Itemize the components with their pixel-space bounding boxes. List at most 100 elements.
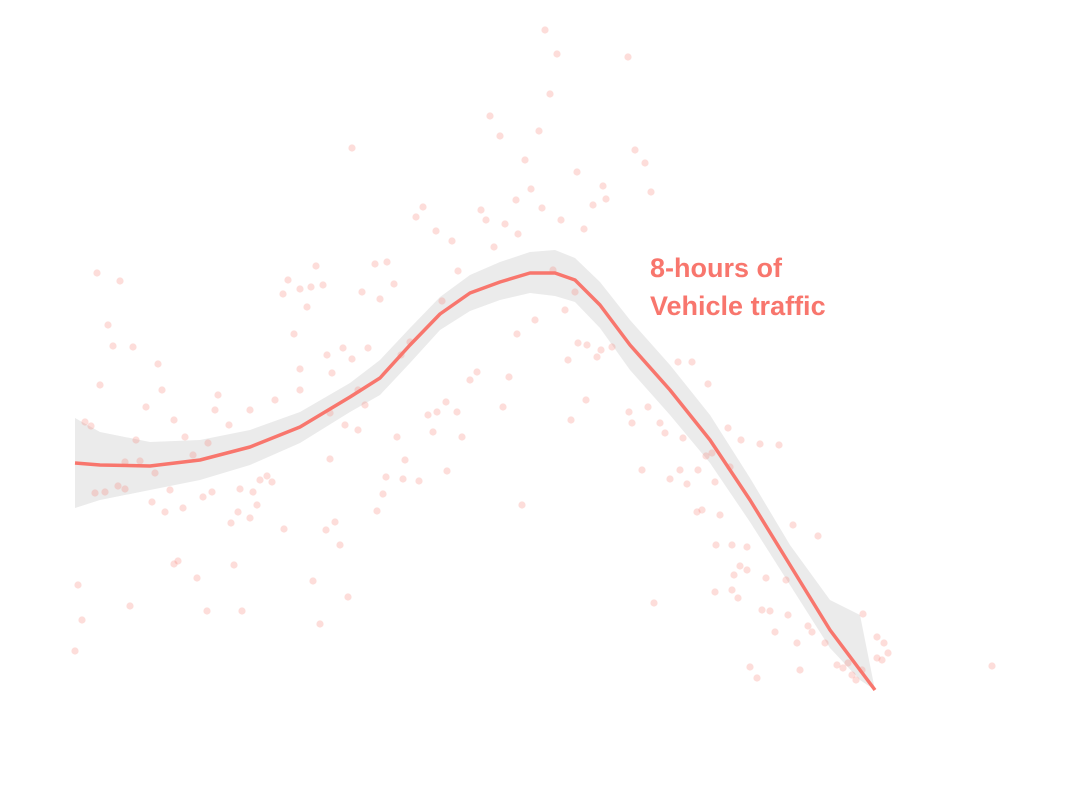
point — [743, 566, 751, 574]
point — [466, 376, 474, 384]
point — [393, 433, 401, 441]
point — [782, 576, 790, 584]
point — [518, 501, 526, 509]
point — [661, 429, 669, 437]
point — [641, 159, 649, 167]
point — [712, 541, 720, 549]
point — [126, 602, 134, 610]
point — [424, 411, 432, 419]
point — [521, 156, 529, 164]
point — [666, 475, 674, 483]
point — [227, 519, 235, 527]
point — [354, 426, 362, 434]
point — [230, 561, 238, 569]
point — [716, 511, 724, 519]
point — [753, 674, 761, 682]
point — [87, 422, 95, 430]
point — [158, 386, 166, 394]
point — [166, 486, 174, 494]
point — [348, 144, 356, 152]
point — [193, 574, 201, 582]
point — [348, 355, 356, 363]
point — [702, 452, 710, 460]
point — [624, 53, 632, 61]
point — [852, 676, 860, 684]
point — [170, 416, 178, 424]
point — [453, 408, 461, 416]
point — [574, 339, 582, 347]
trend-line — [74, 271, 877, 692]
point — [174, 557, 182, 565]
point — [214, 391, 222, 399]
point — [271, 396, 279, 404]
point — [344, 593, 352, 601]
point — [728, 541, 736, 549]
point — [341, 421, 349, 429]
point — [708, 449, 716, 457]
point — [796, 666, 804, 674]
point — [339, 344, 347, 352]
point — [263, 472, 271, 480]
point — [236, 485, 244, 493]
point — [379, 490, 387, 498]
point — [114, 482, 122, 490]
point — [698, 506, 706, 514]
point — [96, 381, 104, 389]
band-layer — [75, 250, 875, 690]
point — [412, 213, 420, 221]
point — [564, 356, 572, 364]
point — [189, 451, 197, 459]
point — [608, 343, 616, 351]
point — [331, 518, 339, 526]
point — [284, 276, 292, 284]
point — [873, 654, 881, 662]
point — [496, 132, 504, 140]
point — [136, 457, 144, 465]
point — [789, 521, 797, 529]
point — [878, 656, 886, 664]
point — [74, 581, 82, 589]
point — [336, 541, 344, 549]
point — [442, 398, 450, 406]
point — [527, 185, 535, 193]
point — [309, 577, 317, 585]
point — [650, 599, 658, 607]
point — [638, 466, 646, 474]
point — [553, 50, 561, 58]
point — [312, 262, 320, 270]
point — [762, 574, 770, 582]
point — [647, 188, 655, 196]
point — [109, 342, 117, 350]
point — [399, 475, 407, 483]
point — [674, 358, 682, 366]
point — [505, 373, 513, 381]
point — [746, 663, 754, 671]
point — [676, 466, 684, 474]
point — [766, 607, 774, 615]
point — [839, 664, 847, 672]
point — [415, 477, 423, 485]
point — [307, 283, 315, 291]
point — [256, 476, 264, 484]
point — [880, 639, 888, 647]
point — [557, 216, 565, 224]
point — [804, 622, 812, 630]
point — [170, 560, 178, 568]
point — [683, 480, 691, 488]
point — [737, 436, 745, 444]
point — [884, 649, 892, 657]
point — [151, 469, 159, 477]
point — [567, 416, 575, 424]
point — [756, 440, 764, 448]
point — [211, 406, 219, 414]
point — [296, 365, 304, 373]
point — [253, 501, 261, 509]
point — [482, 216, 490, 224]
annotation: Vehicle traffic — [650, 291, 826, 321]
point — [541, 26, 549, 34]
point — [234, 508, 242, 516]
point — [602, 195, 610, 203]
point — [458, 433, 466, 441]
point — [401, 456, 409, 464]
point — [303, 303, 311, 311]
